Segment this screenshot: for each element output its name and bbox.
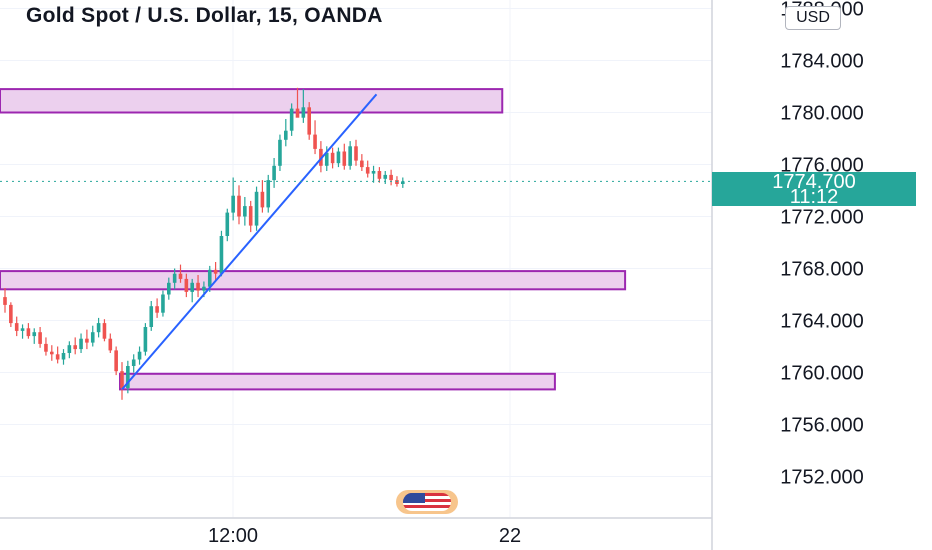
last-price-value: 1774.700 [772,171,856,193]
candle-body [20,328,25,331]
time-scale[interactable]: 12:00 22 [208,525,521,547]
candle-body [383,174,388,179]
candle-body [3,297,7,305]
candle-body [143,327,148,352]
candle-body [172,273,177,283]
y-tick-label: 1752.000 [780,467,863,489]
zone-rect [119,372,556,391]
candle-body [260,191,265,208]
candle-body [360,160,364,168]
candle-body [178,273,183,279]
us-flag-icon[interactable] [396,490,458,514]
x-tick-label: 12:00 [208,525,258,547]
candle-body [167,282,171,295]
zone-rect [0,88,504,114]
candle-body [85,338,89,343]
candle-body [32,332,37,337]
candle-body [272,165,276,181]
y-tick-label: 1780.000 [780,103,863,125]
candle-body [324,152,329,166]
candle-body [202,286,206,291]
candle-body [307,107,311,135]
candle-body [330,152,335,164]
candle-body [96,323,101,333]
candle-body [14,323,19,331]
candlestick-series [3,87,405,400]
candle-body [67,345,72,353]
candle-body [196,282,200,291]
candle-body [301,107,306,118]
candle-body [114,350,118,372]
candle-body [190,282,194,292]
candle-body [395,180,399,184]
candle-body [313,134,317,149]
candle-body [371,171,376,174]
candle-body [243,206,247,217]
supply-demand-zones[interactable] [0,88,627,391]
candle-body [38,332,42,344]
candle-body [9,304,13,324]
candle-body [137,351,142,360]
candle-body [237,195,241,217]
candle-body [26,328,31,337]
candle-body [389,174,393,181]
candle-body [289,108,294,131]
candle-body [131,359,136,366]
candle-body [213,269,218,274]
y-tick-label: 1772.000 [780,207,863,229]
candle-body [219,236,224,274]
zone-rect [0,270,627,291]
candle-body [90,332,95,343]
currency-button[interactable]: USD [785,6,841,30]
candle-body [108,338,113,351]
candle-body [184,278,189,292]
candle-body [401,181,405,184]
last-price-tag: 1774.700 11:12 [712,171,916,208]
y-tick-label: 1760.000 [780,363,863,385]
y-tick-label: 1768.000 [780,259,863,281]
candle-body [55,354,60,360]
candle-body [231,195,235,213]
y-tick-label: 1784.000 [780,51,863,73]
chart-grid [0,0,712,518]
trendline-layer[interactable] [121,93,378,391]
us-flag-stripes [403,493,451,511]
candle-body [120,371,124,389]
candle-body [155,306,159,313]
candle-body [73,345,77,350]
candle-body [149,306,154,327]
candle-body [207,269,212,287]
chart-title: Gold Spot / U.S. Dollar, 15, OANDA [26,4,383,27]
candle-body [79,338,83,350]
x-tick-label: 22 [499,525,521,547]
candle-body [278,139,282,166]
candle-body [248,206,253,226]
candle-body [225,212,230,236]
candle-body [50,351,54,355]
candle-body [295,108,300,118]
candle-body [254,191,259,226]
candle-body [336,151,341,164]
candle-body [284,130,288,140]
us-flag-canton [403,493,425,503]
candle-body [126,366,130,389]
y-tick-label: 1776.000 [780,155,863,177]
candle-body [365,167,370,174]
y-tick-label: 1764.000 [780,311,863,333]
trendline [121,93,378,391]
candle-body [348,146,352,166]
candle-body [102,323,107,339]
candle-body [377,171,382,179]
candle-body [61,353,66,360]
candle-body [354,146,358,161]
price-scale[interactable]: 1788.0001784.0001780.0001776.0001772.000… [780,0,863,489]
y-tick-label: 1756.000 [780,415,863,437]
candle-body [161,294,165,313]
candle-body [44,343,48,352]
bar-countdown: 11:12 [789,186,839,208]
candle-body [342,151,347,166]
candle-body [266,180,271,208]
